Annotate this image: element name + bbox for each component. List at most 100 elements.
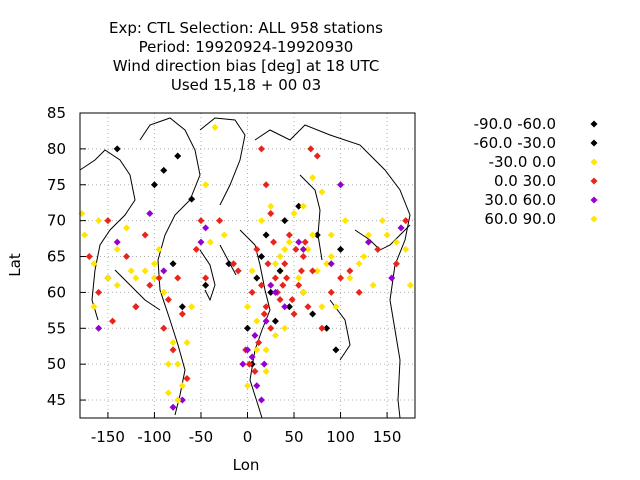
data-point-series-2	[327, 231, 335, 239]
data-point-series-4	[239, 360, 247, 368]
data-point-series-3	[313, 152, 321, 160]
data-point-series-1	[244, 324, 251, 332]
data-point-series-4	[271, 288, 279, 296]
legend-label-4: 30.0 60.0	[484, 191, 556, 209]
data-point-series-3	[355, 288, 363, 296]
data-point-series-4	[262, 317, 270, 325]
data-point-series-4	[253, 382, 261, 390]
data-point-series-4	[364, 238, 372, 246]
data-point-series-0	[323, 324, 331, 332]
data-point-series-5	[183, 339, 191, 347]
data-point-series-1	[150, 181, 158, 189]
data-point-series-3	[104, 217, 112, 225]
data-point-series-1	[332, 346, 340, 354]
data-point-series-2	[95, 217, 103, 225]
data-point-series-3	[297, 267, 305, 275]
legend-label-0: -90.0 -60.0	[474, 115, 556, 133]
data-point-series-2	[253, 346, 261, 354]
data-point-series-4	[178, 396, 186, 404]
data-point-series-3	[253, 245, 261, 253]
data-point-series-1	[178, 303, 186, 311]
data-point-series-3	[307, 145, 315, 153]
data-point-series-5	[164, 360, 172, 368]
data-point-series-2	[248, 267, 256, 275]
data-point-series-3	[281, 260, 289, 268]
data-point-series-4	[281, 303, 289, 311]
data-point-series-2	[141, 267, 149, 275]
chart-title-line-1: Exp: CTL Selection: ALL 958 stations	[109, 19, 383, 37]
data-point-series-3	[295, 281, 303, 289]
data-point-series-3	[255, 339, 263, 347]
data-point-series-2	[160, 288, 168, 296]
data-point-series-5	[360, 253, 368, 261]
data-point-series-5	[253, 317, 261, 325]
data-point-series-2	[178, 382, 186, 390]
data-point-series-5	[327, 253, 335, 261]
data-point-series-3	[132, 303, 140, 311]
data-point-series-4	[202, 224, 210, 232]
data-point-series-3	[276, 296, 284, 304]
data-point-series-3	[392, 260, 400, 268]
y-tick-label: 60	[47, 283, 66, 301]
x-tick-label: 100	[326, 428, 355, 446]
data-point-series-3	[299, 253, 307, 261]
data-point-series-3	[85, 253, 93, 261]
data-point-series-3	[309, 267, 317, 275]
data-point-series-1	[262, 231, 270, 239]
data-point-series-2	[211, 123, 219, 131]
data-point-series-3	[169, 346, 177, 354]
data-point-series-5	[402, 245, 410, 253]
y-tick-label: 70	[47, 212, 66, 230]
data-point-series-3	[279, 281, 287, 289]
data-point-series-2	[220, 231, 228, 239]
data-point-series-2	[104, 274, 112, 282]
data-point-series-4	[248, 353, 256, 361]
data-point-series-2	[309, 231, 317, 239]
y-axis-label: Lat	[6, 253, 24, 277]
data-point-series-4	[169, 403, 177, 411]
data-point-series-2	[392, 238, 400, 246]
data-point-series-2	[150, 274, 158, 282]
data-point-series-2	[313, 267, 321, 275]
data-point-series-3	[283, 274, 291, 282]
data-point-series-3	[95, 288, 103, 296]
data-point-series-3	[337, 274, 345, 282]
data-point-series-3	[262, 181, 270, 189]
data-point-series-4	[327, 260, 335, 268]
data-point-series-5	[174, 396, 182, 404]
data-point-series-2	[123, 224, 131, 232]
data-point-series-1	[253, 274, 261, 282]
legend-marker-4	[590, 196, 598, 204]
data-point-series-2	[113, 281, 121, 289]
x-tick-label: 150	[373, 428, 402, 446]
data-point-series-4	[267, 281, 275, 289]
data-point-series-2	[155, 245, 163, 253]
data-point-series-0	[271, 317, 279, 325]
data-point-series-2	[174, 360, 182, 368]
data-point-series-2	[318, 188, 326, 196]
data-point-series-2	[355, 260, 363, 268]
legend-label-1: -60.0 -30.0	[474, 134, 556, 152]
data-point-series-3	[251, 367, 259, 375]
data-point-series-3	[160, 324, 168, 332]
data-point-series-5	[341, 217, 349, 225]
data-point-series-2	[332, 303, 340, 311]
data-point-series-3	[290, 310, 298, 318]
legend-label-3: 0.0 30.0	[494, 172, 556, 190]
data-points	[78, 123, 414, 411]
data-point-series-5	[271, 260, 279, 268]
data-point-series-5	[81, 231, 89, 239]
data-point-series-5	[132, 274, 140, 282]
x-tick-label: 0	[243, 428, 253, 446]
grid-lines	[80, 112, 415, 418]
data-point-series-3	[174, 274, 182, 282]
data-point-series-3	[260, 310, 268, 318]
data-point-series-5	[281, 245, 289, 253]
data-point-series-0	[257, 253, 265, 261]
x-tick-label: 50	[284, 428, 303, 446]
y-tick-label: 85	[47, 104, 66, 122]
data-point-series-3	[318, 324, 326, 332]
data-point-series-0	[337, 245, 345, 253]
data-point-series-3	[164, 296, 172, 304]
